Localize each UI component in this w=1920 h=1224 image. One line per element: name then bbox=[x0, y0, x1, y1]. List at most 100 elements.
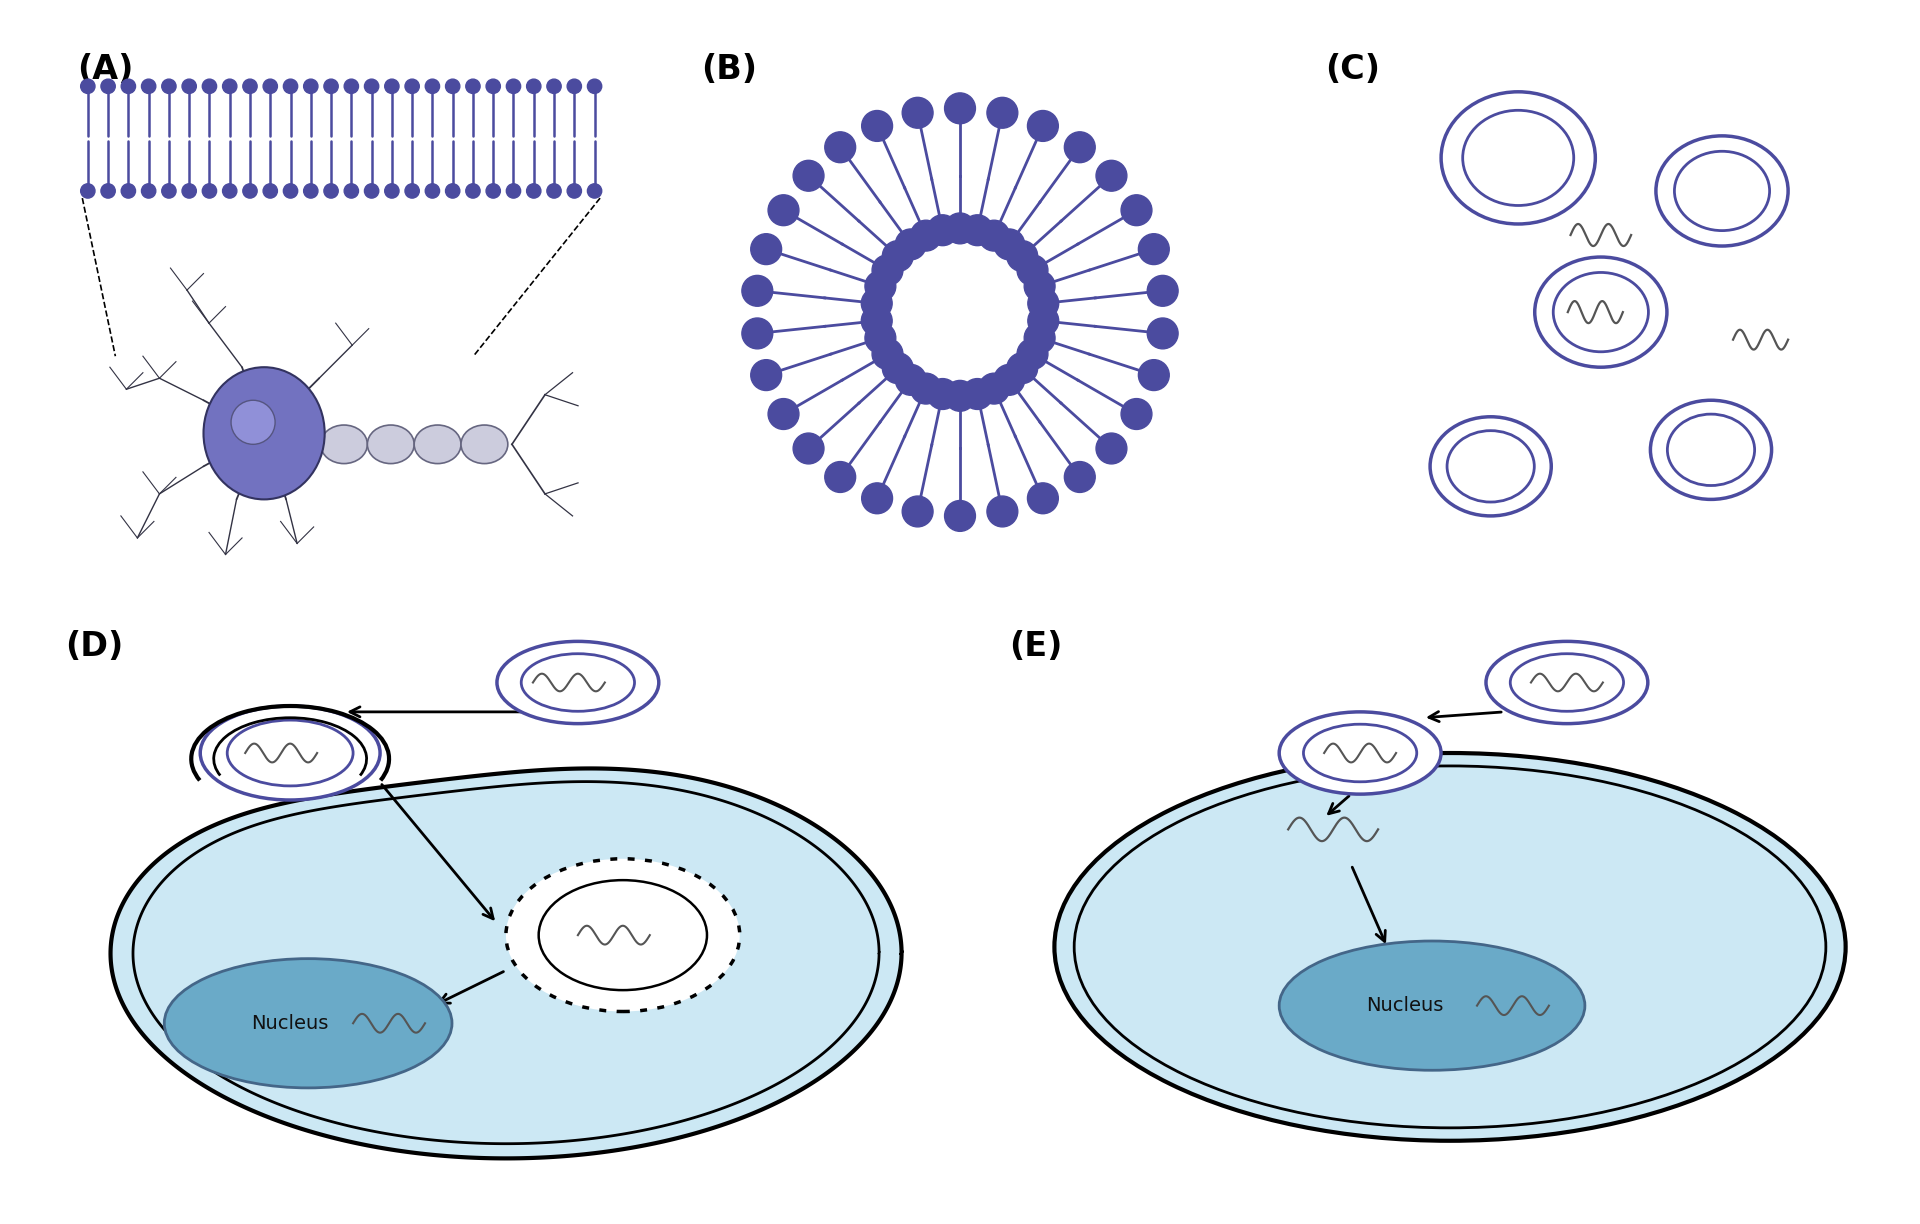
Circle shape bbox=[883, 353, 914, 383]
Circle shape bbox=[507, 184, 520, 198]
Ellipse shape bbox=[497, 641, 659, 723]
Circle shape bbox=[768, 195, 799, 225]
Circle shape bbox=[927, 378, 958, 410]
Circle shape bbox=[945, 501, 975, 531]
Circle shape bbox=[962, 214, 993, 246]
Circle shape bbox=[945, 381, 975, 411]
Text: Nucleus: Nucleus bbox=[252, 1013, 328, 1033]
Ellipse shape bbox=[1651, 400, 1772, 499]
Circle shape bbox=[751, 360, 781, 390]
Circle shape bbox=[945, 93, 975, 124]
Circle shape bbox=[102, 80, 115, 93]
Circle shape bbox=[768, 399, 799, 430]
Circle shape bbox=[826, 461, 856, 492]
Circle shape bbox=[1006, 353, 1037, 383]
Circle shape bbox=[872, 255, 902, 285]
Ellipse shape bbox=[230, 400, 275, 444]
Circle shape bbox=[263, 184, 276, 198]
Circle shape bbox=[1027, 483, 1058, 514]
Ellipse shape bbox=[200, 706, 380, 800]
Ellipse shape bbox=[520, 654, 634, 711]
Circle shape bbox=[424, 80, 440, 93]
Circle shape bbox=[1006, 241, 1037, 272]
Ellipse shape bbox=[1430, 416, 1551, 517]
Circle shape bbox=[81, 80, 94, 93]
Ellipse shape bbox=[1279, 941, 1584, 1070]
Circle shape bbox=[883, 241, 914, 272]
Circle shape bbox=[995, 229, 1025, 259]
Circle shape bbox=[142, 80, 156, 93]
Circle shape bbox=[1096, 160, 1127, 191]
Ellipse shape bbox=[1655, 136, 1788, 246]
Ellipse shape bbox=[1667, 414, 1755, 486]
Circle shape bbox=[1139, 360, 1169, 390]
Circle shape bbox=[263, 80, 276, 93]
Circle shape bbox=[223, 184, 236, 198]
Circle shape bbox=[566, 184, 582, 198]
Circle shape bbox=[1148, 275, 1179, 306]
Ellipse shape bbox=[1486, 641, 1647, 723]
Circle shape bbox=[1064, 132, 1094, 163]
Circle shape bbox=[826, 132, 856, 163]
Circle shape bbox=[121, 80, 136, 93]
Ellipse shape bbox=[227, 720, 353, 786]
Circle shape bbox=[1027, 288, 1058, 318]
Circle shape bbox=[405, 80, 419, 93]
Text: (D): (D) bbox=[65, 629, 123, 662]
Circle shape bbox=[344, 80, 359, 93]
Text: (C): (C) bbox=[1325, 54, 1380, 86]
Circle shape bbox=[872, 339, 902, 370]
Ellipse shape bbox=[1442, 92, 1596, 224]
Circle shape bbox=[902, 98, 933, 129]
Circle shape bbox=[223, 80, 236, 93]
Circle shape bbox=[566, 80, 582, 93]
Circle shape bbox=[486, 80, 501, 93]
Circle shape bbox=[895, 365, 925, 395]
Circle shape bbox=[182, 80, 196, 93]
Ellipse shape bbox=[1674, 152, 1770, 230]
Circle shape bbox=[902, 496, 933, 526]
Circle shape bbox=[161, 80, 177, 93]
Ellipse shape bbox=[204, 367, 324, 499]
Circle shape bbox=[526, 80, 541, 93]
Circle shape bbox=[445, 80, 461, 93]
Circle shape bbox=[202, 184, 217, 198]
Circle shape bbox=[862, 306, 893, 337]
Circle shape bbox=[142, 184, 156, 198]
Ellipse shape bbox=[507, 859, 739, 1011]
Circle shape bbox=[864, 323, 897, 354]
Circle shape bbox=[1018, 339, 1048, 370]
Circle shape bbox=[741, 318, 772, 349]
Text: (E): (E) bbox=[1010, 629, 1064, 662]
Circle shape bbox=[384, 80, 399, 93]
Circle shape bbox=[445, 184, 461, 198]
Circle shape bbox=[102, 184, 115, 198]
Ellipse shape bbox=[1511, 654, 1624, 711]
Circle shape bbox=[467, 184, 480, 198]
Circle shape bbox=[547, 80, 561, 93]
Ellipse shape bbox=[367, 425, 415, 464]
Ellipse shape bbox=[321, 425, 367, 464]
Ellipse shape bbox=[1279, 712, 1442, 794]
Circle shape bbox=[182, 184, 196, 198]
Circle shape bbox=[987, 496, 1018, 526]
Circle shape bbox=[161, 184, 177, 198]
Circle shape bbox=[862, 483, 893, 514]
Circle shape bbox=[793, 433, 824, 464]
Circle shape bbox=[793, 160, 824, 191]
Circle shape bbox=[927, 214, 958, 246]
Circle shape bbox=[284, 184, 298, 198]
Circle shape bbox=[242, 184, 257, 198]
Circle shape bbox=[324, 184, 338, 198]
Circle shape bbox=[864, 271, 897, 301]
Text: (A): (A) bbox=[77, 54, 132, 86]
Circle shape bbox=[979, 373, 1010, 404]
Circle shape bbox=[1018, 255, 1048, 285]
Text: Nucleus: Nucleus bbox=[1367, 996, 1444, 1015]
Circle shape bbox=[284, 80, 298, 93]
Circle shape bbox=[526, 184, 541, 198]
Circle shape bbox=[741, 275, 772, 306]
Circle shape bbox=[81, 184, 94, 198]
Ellipse shape bbox=[1448, 431, 1534, 502]
Circle shape bbox=[242, 80, 257, 93]
